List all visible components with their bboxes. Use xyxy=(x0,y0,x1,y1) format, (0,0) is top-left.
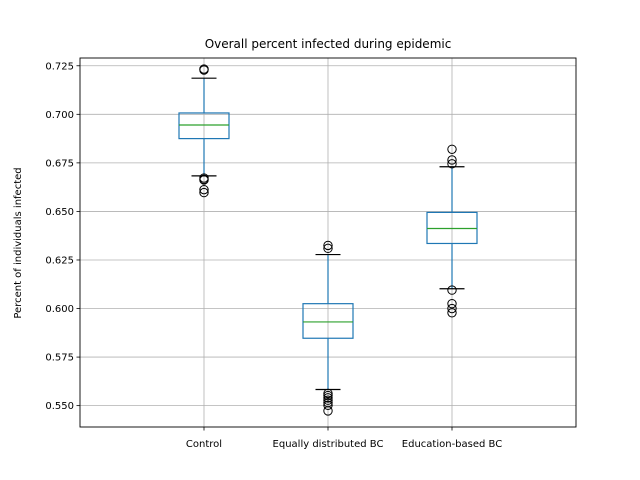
boxes xyxy=(178,64,478,416)
outlier-point xyxy=(323,390,333,401)
outlier-point xyxy=(323,240,333,251)
outlier-point xyxy=(323,406,333,416)
outlier-point xyxy=(447,298,457,309)
outlier-point xyxy=(447,303,457,314)
chart-title: Overall percent infected during epidemic xyxy=(205,37,452,51)
x-tick-label: Control xyxy=(186,439,222,450)
outlier-point xyxy=(199,184,209,195)
outlier-point xyxy=(199,65,209,75)
y-tick-label: 0.725 xyxy=(45,61,74,72)
iqr-box xyxy=(178,112,230,140)
y-tick-label: 0.600 xyxy=(45,304,74,315)
x-tick-label: Education-based BC xyxy=(402,439,502,450)
outlier-point xyxy=(323,243,333,254)
box-group xyxy=(302,240,354,416)
outlier-point xyxy=(323,393,333,403)
y-tick-label: 0.550 xyxy=(45,401,74,412)
y-tick-label: 0.700 xyxy=(45,110,74,121)
box-group xyxy=(178,64,230,198)
outlier-point xyxy=(447,155,457,165)
iqr-box xyxy=(302,303,354,339)
outlier-point xyxy=(447,285,457,295)
y-axis-label: Percent of individuals infected xyxy=(13,167,24,318)
y-tick-label: 0.675 xyxy=(45,158,74,169)
outlier-point xyxy=(323,395,333,405)
outlier-point xyxy=(447,144,457,154)
y-tick-label: 0.575 xyxy=(45,353,74,364)
outlier-point xyxy=(323,388,333,399)
outlier-point xyxy=(447,308,457,318)
outlier-point xyxy=(323,400,333,410)
x-tick-label: Equally distributed BC xyxy=(273,439,384,450)
outlier-point xyxy=(447,159,457,169)
axis-ticks: 0.550 0.575 0.600 0.625 0.650 0.675 0.700 0.725… xyxy=(45,61,502,450)
y-tick-label: 0.650 xyxy=(45,207,74,218)
y-tick-label: 0.625 xyxy=(45,256,74,267)
outlier-point xyxy=(199,187,209,198)
box-group xyxy=(426,144,478,318)
outlier-point xyxy=(199,175,209,185)
